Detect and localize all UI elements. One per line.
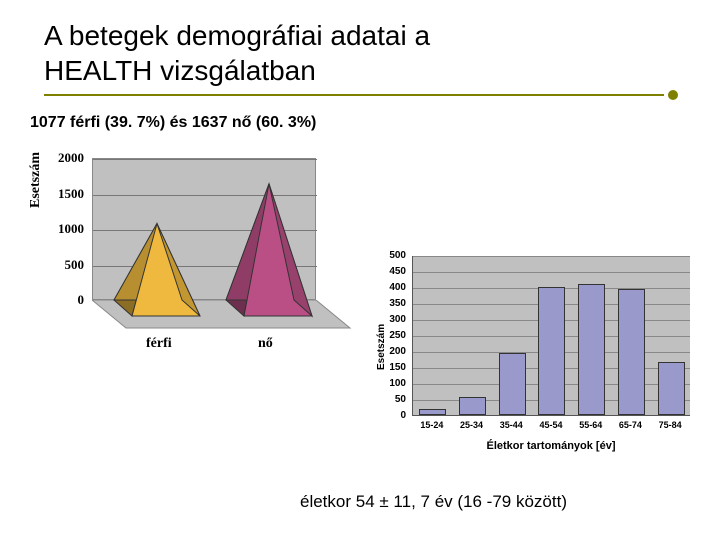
bar-xaxis-label: Életkor tartományok [év] [412,440,690,452]
age-bar-chart: Esetszám Életkor tartományok [év] 050100… [368,250,700,480]
bar-ytick: 350 [382,298,406,309]
bar-ytick: 500 [382,250,406,261]
bar-plot-area [412,256,690,416]
bar [459,397,486,415]
bar-gridline [413,272,690,273]
slide-title: A betegek demográfiai adatai a HEALTH vi… [44,18,430,88]
bar [419,409,446,415]
bar-gridline [413,256,690,257]
bar-xtick: 75-84 [653,420,687,430]
bar [658,362,685,415]
footer-text: életkor 54 ± 11, 7 év (16 -79 között) [300,492,567,512]
bar [618,289,645,415]
gender-pyramid-chart: Esetszám 0500100015002000férfinő [30,148,360,368]
bar-ytick: 300 [382,314,406,325]
bar-ytick: 150 [382,362,406,373]
bar-ytick: 100 [382,378,406,389]
bar [499,353,526,415]
bar [538,287,565,415]
title-underline [44,94,664,96]
bar-ytick: 50 [382,394,406,405]
bar-ytick: 450 [382,266,406,277]
bar-xtick: 55-64 [574,420,608,430]
pyramid-shape [30,148,360,368]
bar-ytick: 250 [382,330,406,341]
bar-xtick: 25-34 [455,420,489,430]
subtitle-text: 1077 férfi (39. 7%) és 1637 nő (60. 3%) [30,114,316,132]
bar-ytick: 200 [382,346,406,357]
bar-xtick: 15-24 [415,420,449,430]
bar-xtick: 35-44 [494,420,528,430]
pyramid-category-label: nő [258,336,273,352]
title-line-2: HEALTH vizsgálatban [44,55,316,86]
bar-ytick: 0 [382,410,406,421]
bar-ytick: 400 [382,282,406,293]
bar-xtick: 45-54 [534,420,568,430]
bar-xtick: 65-74 [613,420,647,430]
bar [578,284,605,415]
title-bullet-icon [668,90,678,100]
title-line-1: A betegek demográfiai adatai a [44,20,430,51]
